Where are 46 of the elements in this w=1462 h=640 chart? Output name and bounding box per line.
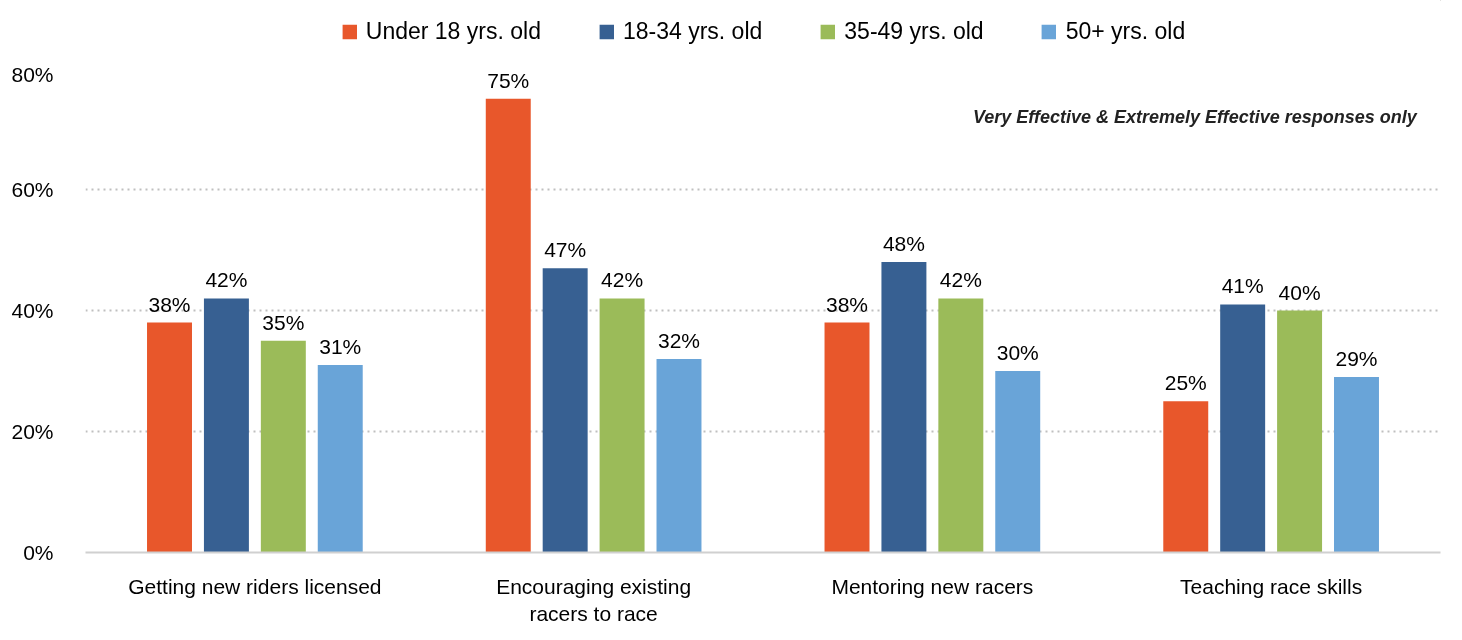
y-tick-label: 20% — [11, 420, 54, 443]
data-label: 29% — [1335, 347, 1378, 371]
data-label: 32% — [657, 328, 701, 352]
bar — [1220, 304, 1266, 553]
data-label: 25% — [1164, 371, 1207, 395]
bar — [260, 340, 306, 553]
bar — [317, 364, 363, 553]
data-label: 75% — [487, 68, 530, 92]
data-label: 42% — [939, 268, 982, 292]
data-label: 31% — [319, 334, 362, 358]
data-label: 30% — [996, 341, 1039, 364]
bar — [656, 358, 702, 553]
data-label: 38% — [825, 292, 869, 316]
y-tick-label: 60% — [11, 178, 54, 201]
x-tick-label: Getting new riders licensed — [128, 574, 382, 598]
data-label: 48% — [882, 232, 925, 256]
annotation: Very Effective & Extremely Effective responses only — [972, 106, 1418, 127]
data-label: 38% — [148, 292, 191, 316]
bar — [824, 322, 870, 553]
data-label: 47% — [544, 238, 587, 262]
bar — [542, 268, 588, 553]
data-label: 41% — [1221, 274, 1264, 298]
bar — [995, 371, 1041, 553]
bar — [881, 262, 927, 553]
bar — [1277, 310, 1323, 553]
y-tick-label: 80% — [11, 62, 54, 86]
bar — [599, 298, 645, 553]
y-tick-label: 40% — [11, 299, 54, 322]
data-label: 35% — [262, 310, 305, 334]
bar — [938, 298, 984, 553]
x-tick-label: Teaching race skills — [1180, 574, 1363, 598]
bar — [1163, 401, 1209, 553]
bar — [485, 98, 531, 553]
x-tick-label: Mentoring new racers — [831, 574, 1034, 598]
data-label: 40% — [1278, 280, 1321, 304]
data-label: 42% — [601, 268, 644, 292]
legend-label: 50+ yrs. old — [1065, 17, 1186, 45]
x-tick-label: Encouraging existing racers to race — [496, 574, 692, 626]
data-label: 42% — [205, 268, 248, 292]
bar — [203, 298, 249, 553]
bar — [1334, 377, 1379, 553]
bar — [147, 322, 192, 553]
legend-label: 35-49 yrs. old — [844, 17, 984, 45]
y-tick-label: 0% — [23, 541, 54, 564]
legend-label: Under 18 yrs. old — [365, 17, 541, 45]
legend-label: 18-34 yrs. old — [622, 17, 763, 45]
